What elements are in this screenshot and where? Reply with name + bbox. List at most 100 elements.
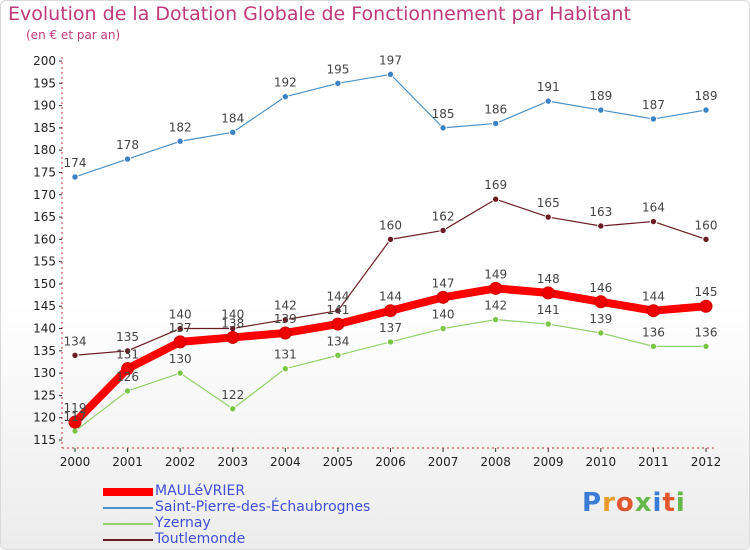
- series-layer: [68, 70, 713, 435]
- data-point-toutlemonde: [649, 217, 658, 226]
- data-point-saint-pierre-des-chaubrognes: [597, 106, 605, 114]
- data-label-toutlemonde: 134: [64, 334, 87, 348]
- x-tick-label: 2006: [375, 455, 406, 469]
- data-label-yzernay: 117: [64, 410, 87, 424]
- data-label-yzernay: 130: [169, 352, 192, 366]
- y-tick-label: 185: [33, 121, 56, 135]
- data-labels-layer: 174 178 182 184 192 195 197 185 186 191 189 187 189 1…: [64, 53, 718, 424]
- data-label-toutlemonde: 142: [274, 299, 297, 313]
- x-tick-label: 2012: [691, 455, 722, 469]
- data-point-toutlemonde: [281, 315, 290, 324]
- data-point-toutlemonde: [176, 324, 184, 333]
- data-label-saint-pierre-des-chaubrognes: 182: [169, 120, 192, 134]
- data-label-saint-pierre-des-chaubrognes: 184: [221, 111, 244, 125]
- x-tick-label: 2005: [323, 455, 354, 469]
- data-label-saint-pierre-des-chaubrognes: 185: [432, 107, 455, 121]
- y-tick-label: 180: [33, 143, 56, 157]
- data-label-saint-pierre-des-chaubrognes: 186: [484, 102, 507, 116]
- y-tick-label: 115: [33, 433, 56, 447]
- y-tick-label: 200: [33, 54, 56, 68]
- proxiti-logo: Proxiti: [582, 488, 686, 518]
- data-label-maul-vrier: 148: [537, 272, 560, 286]
- legend-label: Yzernay: [155, 515, 211, 531]
- data-label-maul-vrier: 145: [695, 285, 718, 299]
- data-label-saint-pierre-des-chaubrognes: 192: [274, 76, 297, 90]
- data-label-saint-pierre-des-chaubrognes: 178: [116, 138, 139, 152]
- data-point-saint-pierre-des-chaubrognes: [176, 137, 184, 145]
- data-label-maul-vrier: 139: [274, 312, 297, 326]
- y-tick-label: 170: [33, 188, 56, 202]
- data-point-toutlemonde: [334, 306, 342, 315]
- data-point-toutlemonde: [544, 213, 552, 221]
- data-point-saint-pierre-des-chaubrognes: [229, 128, 237, 137]
- data-label-toutlemonde: 160: [695, 218, 718, 232]
- data-point-toutlemonde: [71, 351, 79, 359]
- data-label-maul-vrier: 141: [326, 303, 349, 317]
- chart-title: Evolution de la Dotation Globale de Fonc…: [8, 3, 631, 25]
- y-tick-label: 165: [33, 210, 56, 224]
- data-point-yzernay: [439, 324, 447, 333]
- data-point-yzernay: [702, 342, 710, 351]
- data-point-maul-vrier: [541, 286, 555, 300]
- data-point-saint-pierre-des-chaubrognes: [544, 97, 552, 105]
- data-label-toutlemonde: 140: [221, 308, 244, 322]
- y-tick-label: 195: [33, 76, 56, 90]
- legend-label: Saint-Pierre-des-Échaubrognes: [155, 499, 371, 515]
- data-label-toutlemonde: 160: [379, 218, 402, 232]
- y-tick-label: 150: [33, 277, 56, 291]
- y-tick-label: 155: [33, 255, 56, 269]
- y-tick-label: 125: [33, 388, 56, 402]
- x-tick-label: 2003: [217, 455, 248, 469]
- logo-letter: P: [582, 488, 603, 518]
- logo-letter: r: [602, 488, 616, 518]
- data-point-saint-pierre-des-chaubrognes: [702, 106, 710, 114]
- x-tick-label: 2008: [480, 455, 511, 469]
- data-label-maul-vrier: 138: [221, 316, 244, 330]
- data-label-maul-vrier: 131: [116, 348, 139, 362]
- logo-letter: x: [634, 488, 653, 518]
- data-point-yzernay: [71, 427, 79, 435]
- x-tick-label: 2004: [270, 455, 301, 469]
- legend-swatch: [103, 507, 153, 509]
- data-point-maul-vrier: [173, 335, 187, 349]
- data-label-toutlemonde: 140: [169, 308, 192, 322]
- data-point-saint-pierre-des-chaubrognes: [649, 115, 658, 123]
- data-label-toutlemonde: 135: [116, 330, 139, 344]
- y-tick-label: 130: [33, 366, 56, 380]
- data-label-saint-pierre-des-chaubrognes: 174: [64, 156, 87, 170]
- data-label-yzernay: 136: [695, 325, 718, 339]
- data-label-maul-vrier: 144: [379, 290, 402, 304]
- y-tick-label: 140: [33, 322, 56, 336]
- data-label-maul-vrier: 119: [64, 401, 87, 415]
- logo-letter: o: [615, 488, 635, 518]
- data-point-maul-vrier: [646, 304, 660, 318]
- data-point-yzernay: [123, 387, 132, 395]
- data-label-maul-vrier: 149: [484, 267, 507, 281]
- data-point-yzernay: [491, 315, 500, 324]
- data-point-yzernay: [544, 320, 552, 328]
- data-label-maul-vrier: 147: [432, 276, 455, 290]
- data-point-toutlemonde: [702, 235, 710, 244]
- data-label-toutlemonde: 169: [484, 178, 507, 192]
- data-point-saint-pierre-des-chaubrognes: [123, 155, 132, 163]
- data-label-yzernay: 136: [642, 325, 665, 339]
- data-point-maul-vrier: [226, 330, 240, 344]
- legend-swatch: [103, 539, 153, 541]
- data-point-toutlemonde: [491, 195, 500, 203]
- axes: 115 120 125 130 135 140 145 150 155 160 165 170 175 1…: [33, 54, 721, 469]
- data-point-toutlemonde: [123, 347, 132, 355]
- y-tick-label: 175: [33, 165, 56, 179]
- data-label-yzernay: 122: [221, 388, 244, 402]
- y-tick-label: 135: [33, 344, 56, 358]
- data-point-yzernay: [334, 351, 342, 359]
- data-point-maul-vrier: [594, 295, 608, 309]
- x-tick-label: 2010: [586, 455, 617, 469]
- data-label-maul-vrier: 137: [169, 321, 192, 335]
- data-point-yzernay: [597, 329, 605, 337]
- x-tick-label: 2011: [638, 455, 669, 469]
- y-tick-label: 145: [33, 299, 56, 313]
- data-point-maul-vrier: [121, 362, 135, 376]
- x-tick-label: 2001: [112, 455, 143, 469]
